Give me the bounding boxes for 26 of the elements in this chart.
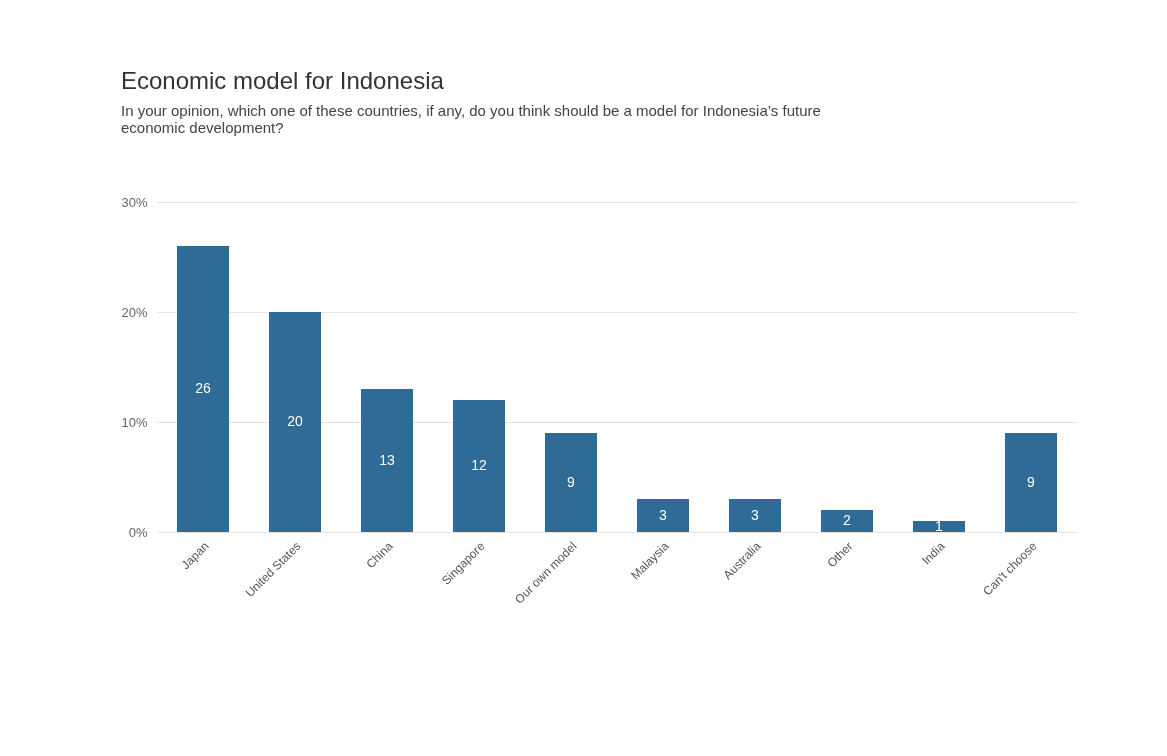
- chart-subtitle: In your opinion, which one of these countries, if any, do you think should be a model for Indonesia’s future economic development?: [120, 102, 821, 136]
- data-label: 9: [1027, 473, 1036, 490]
- y-tick-label: 10%: [121, 414, 148, 430]
- data-label: 3: [751, 506, 760, 523]
- bar: [269, 312, 321, 532]
- bar: [177, 246, 229, 532]
- data-label: 20: [287, 413, 303, 429]
- bar: [637, 499, 689, 532]
- data-label: 9: [567, 473, 576, 490]
- bar: [361, 389, 413, 532]
- bar: [913, 521, 965, 532]
- chart-title: Economic model for Indonesia: [120, 67, 445, 94]
- data-label: 13: [379, 451, 395, 468]
- bar: [729, 499, 781, 532]
- y-tick-label: 20%: [121, 304, 148, 320]
- data-label: 1: [935, 517, 944, 534]
- y-tick-label: 30%: [121, 194, 148, 210]
- data-label: 2: [843, 512, 852, 528]
- bar: [453, 400, 505, 532]
- y-tick-label: 0%: [128, 524, 148, 540]
- bar: [545, 433, 597, 532]
- data-label: 26: [195, 380, 211, 396]
- bar: [821, 510, 873, 532]
- bar: [1005, 433, 1057, 532]
- data-label: 12: [471, 457, 487, 473]
- data-label: 3: [659, 506, 668, 523]
